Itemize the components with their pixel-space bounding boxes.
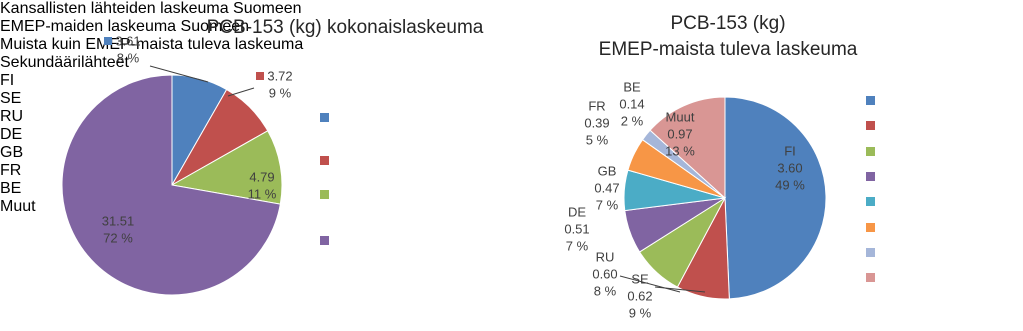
legend-swatch	[866, 248, 875, 257]
legend-label: EMEP-maiden laskeuma Suomeen	[0, 18, 250, 35]
legend-label: RU	[0, 108, 24, 125]
data-label-value: 3.72	[267, 68, 292, 83]
leader-line	[227, 87, 255, 97]
legend-swatch	[320, 236, 329, 245]
data-label-key	[104, 37, 112, 45]
data-label-category: FI	[784, 143, 796, 158]
data-label-value: 0.14	[619, 96, 644, 111]
legend-label: FI	[0, 72, 15, 89]
leader-line	[619, 275, 681, 293]
legend-swatch	[320, 113, 329, 122]
data-label-value: 0.47	[594, 180, 619, 195]
chart-title: PCB-153 (kg)	[670, 13, 785, 34]
legend-swatch	[320, 156, 329, 165]
legend-label: BE	[0, 180, 22, 197]
data-label-percent: 8 %	[117, 50, 140, 65]
legend-swatch	[866, 96, 875, 105]
legend-label: DE	[0, 126, 23, 143]
pie-slice	[170, 130, 283, 205]
pie-slice	[649, 96, 726, 200]
legend-swatch	[866, 147, 875, 156]
chart-subtitle: EMEP-maista tuleva laskeuma	[599, 39, 858, 60]
data-label-value: 0.39	[584, 115, 609, 130]
legend-label: Kansallisten lähteiden laskeuma Suomeen	[0, 0, 302, 17]
legend-swatch	[866, 197, 875, 206]
data-label-category: DE	[568, 204, 586, 219]
data-label-category: GB	[598, 163, 617, 178]
legend-swatch	[866, 121, 875, 130]
legend-label: Sekundäärilähteet	[0, 54, 129, 71]
pie-slice	[724, 96, 827, 300]
data-label-percent: 13 %	[665, 143, 695, 158]
pie-slice	[61, 74, 281, 296]
data-label-category: Muut	[666, 109, 695, 124]
legend-swatch	[866, 172, 875, 181]
data-label-value: 4.79	[249, 169, 274, 184]
data-label-percent: 9 %	[269, 85, 292, 100]
legend-swatch	[320, 190, 329, 199]
legend-label: FR	[0, 162, 22, 179]
leader-line	[149, 65, 209, 83]
data-label-category: SE	[631, 271, 649, 286]
data-label-value: 3.61	[115, 33, 140, 48]
data-label-category: BE	[623, 79, 641, 94]
data-label-percent: 2 %	[621, 113, 644, 128]
data-label-key	[256, 72, 264, 80]
data-label-value: 0.97	[667, 126, 692, 141]
legend-label: Muut	[0, 198, 36, 215]
data-label-percent: 8 %	[594, 283, 617, 298]
chart-title: PCB-153 (kg) kokonaislaskeuma	[207, 17, 484, 38]
data-label-category: RU	[596, 249, 615, 264]
data-label-value: 0.62	[627, 288, 652, 303]
data-label-percent: 72 %	[103, 230, 133, 245]
legend-swatch	[866, 223, 875, 232]
data-label-percent: 7 %	[566, 238, 589, 253]
data-label-value: 3.60	[777, 160, 802, 175]
data-label-percent: 5 %	[586, 132, 609, 147]
data-label-value: 31.51	[102, 213, 135, 228]
data-label-percent: 49 %	[775, 177, 805, 192]
data-label-value: 0.51	[564, 221, 589, 236]
data-label-percent: 7 %	[596, 197, 619, 212]
data-label-percent: 9 %	[629, 305, 652, 320]
legend-label: Muista kuin EMEP-maista tuleva laskeuma	[0, 36, 304, 53]
legend-label: SE	[0, 90, 22, 107]
data-label-category: FR	[588, 98, 605, 113]
legend-label: GB	[0, 144, 24, 161]
data-label-value: 0.60	[592, 266, 617, 281]
legend-swatch	[866, 273, 875, 282]
data-label-percent: 11 %	[248, 186, 277, 201]
